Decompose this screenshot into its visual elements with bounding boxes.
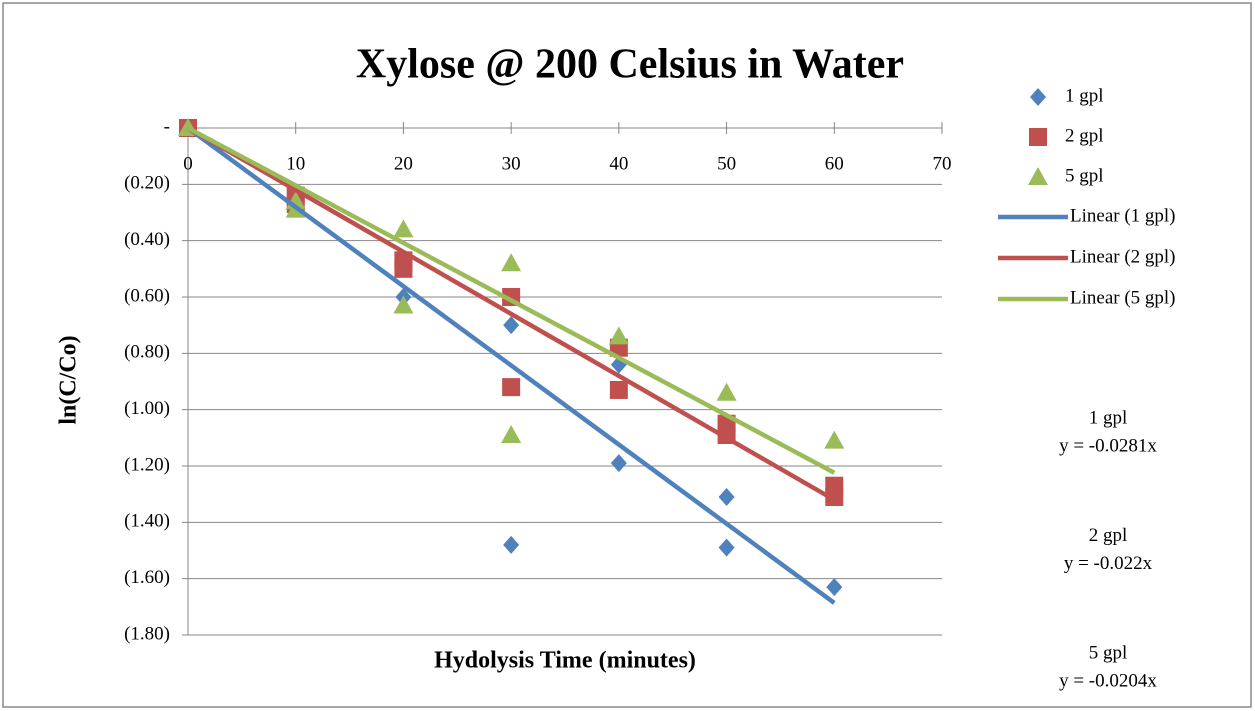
marker xyxy=(609,380,628,399)
marker xyxy=(824,430,845,449)
marker xyxy=(608,326,629,345)
equation-name: 1 gpl xyxy=(1089,407,1128,428)
y-tick-label: (0.20) xyxy=(124,173,170,194)
marker xyxy=(394,259,413,278)
legend-label: Linear (2 gpl) xyxy=(1070,246,1176,267)
legend-label: 2 gpl xyxy=(1065,125,1104,146)
y-axis-label: ln(C/Co) xyxy=(56,335,82,424)
equation: y = -0.0281x xyxy=(1059,435,1157,456)
equation: y = -0.0204x xyxy=(1059,670,1157,691)
legend-label: Linear (5 gpl) xyxy=(1070,287,1176,308)
y-tick-label: (1.60) xyxy=(124,567,170,588)
marker xyxy=(501,425,522,444)
y-tick-label: (0.80) xyxy=(124,342,170,363)
marker xyxy=(393,219,414,238)
legend-label: 5 gpl xyxy=(1065,165,1104,186)
marker xyxy=(501,253,522,272)
equation-name: 2 gpl xyxy=(1089,525,1128,546)
marker xyxy=(503,316,520,335)
legend-marker xyxy=(1028,167,1048,185)
y-tick-label: (1.80) xyxy=(124,623,170,644)
x-tick-label: 70 xyxy=(933,153,952,174)
chart-title: Xylose @ 200 Celsius in Water xyxy=(356,42,904,88)
y-tick-label: (1.00) xyxy=(124,398,170,419)
marker xyxy=(502,378,521,397)
x-tick-label: 60 xyxy=(825,153,844,174)
marker xyxy=(393,295,414,314)
x-tick-label: 40 xyxy=(609,153,628,174)
y-tick-label: - xyxy=(164,116,170,137)
trendline xyxy=(186,126,836,475)
x-tick-label: 0 xyxy=(183,153,193,174)
marker xyxy=(826,578,843,597)
y-tick-label: (0.60) xyxy=(124,285,170,306)
legend-marker xyxy=(1029,128,1047,146)
x-tick-label: 10 xyxy=(286,153,305,174)
marker xyxy=(825,487,844,506)
equation-name: 5 gpl xyxy=(1089,642,1128,663)
trendline xyxy=(186,126,836,605)
marker xyxy=(610,454,627,473)
y-tick-label: (1.40) xyxy=(124,511,170,532)
legend-label: Linear (1 gpl) xyxy=(1070,205,1176,226)
marker xyxy=(718,487,735,506)
x-tick-label: 30 xyxy=(502,153,521,174)
legend-label: 1 gpl xyxy=(1065,85,1104,106)
x-axis-label: Hydolysis Time (minutes) xyxy=(434,648,696,674)
x-tick-label: 20 xyxy=(394,153,413,174)
x-tick-label: 50 xyxy=(717,153,736,174)
legend-marker xyxy=(1030,88,1046,106)
trendline xyxy=(186,126,836,502)
marker xyxy=(718,538,735,557)
equation: y = -0.022x xyxy=(1064,553,1153,574)
y-tick-label: (0.40) xyxy=(124,229,170,250)
marker xyxy=(503,535,520,554)
marker xyxy=(716,382,737,401)
y-tick-label: (1.20) xyxy=(124,454,170,475)
